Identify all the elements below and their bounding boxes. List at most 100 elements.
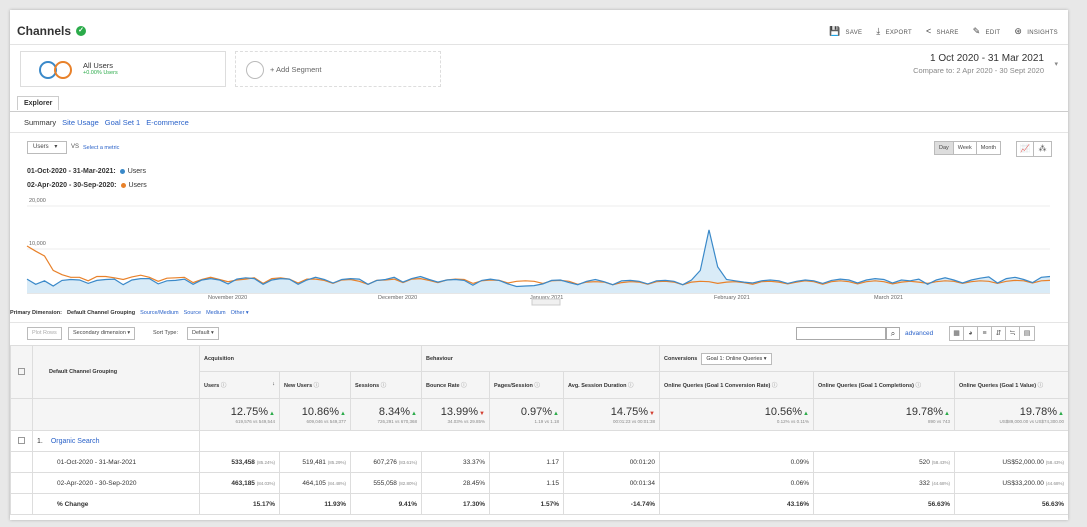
help-icon: ⓘ (628, 383, 634, 389)
total-cell: 10.56%▲ 0.12% vs 0.11% (659, 398, 814, 431)
trend-up-icon: ▲ (944, 410, 950, 417)
col-goal-value[interactable]: Online Queries (Goal 1 Value) ⓘ (954, 371, 1068, 399)
chart-resize-handle[interactable] (531, 298, 561, 306)
segment-all-users[interactable]: All Users +0.00% Users (20, 51, 226, 87)
insights-button[interactable]: ⊛ INSIGHTS (1014, 26, 1058, 36)
plot-rows-button[interactable]: Plot Rows (27, 327, 62, 340)
table-group-header: Default Channel Grouping Acquisition Beh… (10, 345, 1068, 399)
trend-up-icon: ▲ (803, 410, 809, 417)
pie-chart-icon[interactable]: ◕ (964, 327, 978, 340)
y-tick-label: 10,000 (29, 241, 46, 247)
performance-icon[interactable]: ≡ (978, 327, 992, 340)
sort-type-select[interactable]: Default ▾ (187, 327, 219, 340)
totals-row: 12.75%▲ 619,576 vs 549,544 10.86%▲ 609,046 … (10, 398, 1068, 431)
x-tick-label: March 2021 (874, 295, 903, 301)
x-tick-label: December 2020 (378, 295, 417, 301)
table-view-buttons: ▦ ◕ ≡ ⇵ ≒ ▤ (949, 326, 1035, 341)
col-users[interactable]: Users ⓘ ↓ (199, 371, 280, 399)
col-sessions[interactable]: Sessions ⓘ (350, 371, 422, 399)
day-button[interactable]: Day (935, 142, 954, 154)
share-button[interactable]: < SHARE (925, 26, 959, 36)
help-icon: ⓘ (771, 383, 778, 389)
goal-select[interactable]: Goal 1: Online Queries ▾ (701, 352, 772, 365)
col-new-users[interactable]: New Users ⓘ (279, 371, 351, 399)
term-cloud-icon[interactable]: ≒ (1006, 327, 1020, 340)
channel-organic-search[interactable]: 1. Organic Search (32, 430, 200, 452)
col-avg-session-duration[interactable]: Avg. Session Duration ⓘ (563, 371, 660, 399)
metric-select[interactable]: Users ▾ (27, 141, 67, 154)
save-button[interactable]: 💾 SAVE (829, 26, 863, 36)
col-bounce-rate[interactable]: Bounce Rate ⓘ (421, 371, 490, 399)
week-button[interactable]: Week (954, 142, 977, 154)
dimension-source[interactable]: Source (183, 310, 202, 316)
total-cell: 19.78%▲ US$89,000.00 vs US$74,300.00 (954, 398, 1068, 431)
granularity-buttons: Day Week Month (934, 141, 1002, 155)
total-cell: 13.99%▼ 34.03% vs 29.85% (421, 398, 490, 431)
subtab-summary[interactable]: Summary (24, 118, 57, 127)
advanced-filter-link[interactable]: advanced (905, 330, 934, 337)
export-icon: ⤓ (876, 26, 881, 36)
table-row: % Change 15.17% 11.93% 9.41% 17.30% 1.57… (10, 493, 1068, 515)
report-actions: 💾 SAVE ⤓ EXPORT < SHARE ✎ EDIT ⊛ INSIGHTS (829, 26, 1058, 37)
motion-chart-icon[interactable]: ⁂ (1038, 144, 1047, 153)
table-row: 1. Organic Search (10, 430, 1068, 452)
row-checkbox[interactable] (18, 436, 25, 444)
help-icon: ⓘ (313, 383, 320, 389)
x-tick-label: November 2020 (208, 295, 247, 301)
dimension-source-medium[interactable]: Source/Medium (140, 310, 179, 316)
col-goal-conversion-rate[interactable]: Online Queries (Goal 1 Conversion Rate) … (659, 371, 814, 399)
add-segment-button[interactable]: + Add Segment (235, 51, 441, 87)
col-goal-completions[interactable]: Online Queries (Goal 1 Completions) ⓘ (813, 371, 955, 399)
month-button[interactable]: Month (980, 145, 997, 151)
col-pages-session[interactable]: Pages/Session ⓘ (489, 371, 564, 399)
select-all-checkbox[interactable] (18, 367, 25, 375)
help-icon: ⓘ (1037, 383, 1044, 389)
acquisition-header: Acquisition (199, 345, 422, 372)
dimension-current[interactable]: Default Channel Grouping (66, 310, 136, 316)
users-line-chart: 20,000 10,000 November 2020 December 202… (26, 198, 1051, 306)
tab-explorer[interactable]: Explorer (17, 96, 60, 110)
date-range-picker[interactable]: 1 Oct 2020 - 31 Mar 2021 Compare to: 2 A… (913, 53, 1044, 75)
secondary-dimension-select[interactable]: Secondary dimension ▾ (68, 327, 136, 340)
trend-up-icon: ▲ (1058, 410, 1064, 417)
table-search-input[interactable] (796, 327, 886, 340)
divider (10, 322, 1068, 323)
data-table-icon[interactable]: ▦ (950, 327, 964, 340)
subtab-site-usage[interactable]: Site Usage (62, 118, 99, 127)
dimension-header[interactable]: Default Channel Grouping (32, 345, 200, 399)
verified-check-icon: ✓ (76, 26, 87, 36)
legend-row-current: 01-Oct-2020 - 31-Mar-2021: Users (27, 168, 146, 175)
pivot-icon[interactable]: ▤ (1023, 330, 1031, 337)
trend-up-icon: ▲ (553, 410, 559, 417)
legend-orange-dot-icon (120, 182, 126, 188)
help-icon: ⓘ (461, 383, 467, 389)
dimension-other[interactable]: Other ▾ (230, 310, 249, 316)
subtab-goal-set-1[interactable]: Goal Set 1 (104, 118, 141, 127)
export-button[interactable]: ⤓ EXPORT (876, 26, 912, 36)
chart-type-buttons: 📈 ⁂ (1016, 141, 1052, 157)
y-tick-label: 20,000 (29, 198, 46, 204)
comparison-icon[interactable]: ⇵ (992, 327, 1006, 340)
total-cell: 19.78%▲ 890 vs 743 (813, 398, 955, 431)
help-icon: ⓘ (380, 383, 387, 389)
total-cell: 10.86%▲ 609,046 vs 549,377 (279, 398, 351, 431)
trend-down-icon: ▼ (649, 410, 655, 417)
table-row: 01-Oct-2020 - 31-Mar-2021 533,458 (85.24… (10, 451, 1068, 473)
series-compare-line (26, 245, 1051, 286)
divider (10, 132, 1068, 133)
insights-icon: ⊛ (1014, 26, 1023, 36)
legend-blue-dot-icon (119, 168, 125, 174)
vs-label: VS (71, 144, 80, 150)
dimension-medium[interactable]: Medium (206, 310, 226, 316)
total-cell: 12.75%▲ 619,576 vs 549,544 (199, 398, 280, 431)
save-icon: 💾 (829, 26, 841, 36)
trend-down-icon: ▼ (479, 410, 485, 417)
line-chart-icon[interactable]: 📈 (1017, 142, 1034, 156)
select-metric-link[interactable]: Select a metric (83, 145, 120, 151)
date-range-chevron-icon[interactable]: ▾ (1054, 61, 1058, 68)
search-icon[interactable]: ⌕ (886, 327, 900, 340)
x-tick-label: January 2021 (530, 295, 563, 301)
edit-button[interactable]: ✎ EDIT (972, 26, 1001, 36)
subtab-e-commerce[interactable]: E-commerce (146, 118, 189, 127)
segment-orange-circle-icon (54, 61, 72, 79)
